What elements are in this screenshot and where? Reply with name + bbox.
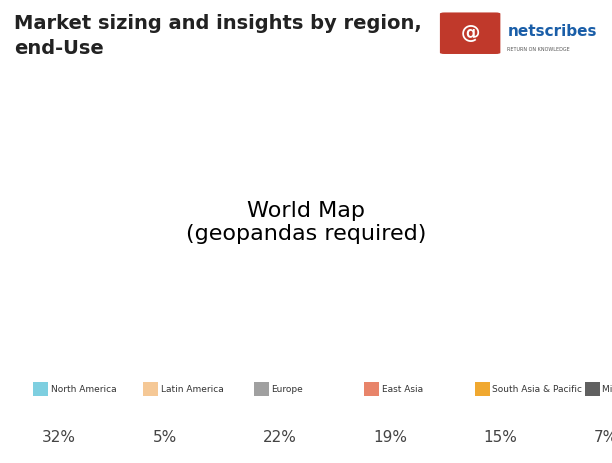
Text: @: @ [460, 24, 480, 43]
Text: North America: North America [51, 385, 116, 394]
Text: East Asia: East Asia [381, 385, 423, 394]
Text: 5%: 5% [152, 430, 177, 445]
FancyBboxPatch shape [364, 382, 379, 396]
FancyBboxPatch shape [474, 382, 490, 396]
Text: netscribes: netscribes [507, 24, 597, 39]
Text: Latin America: Latin America [161, 385, 223, 394]
Text: Middle East & Africa: Middle East & Africa [602, 385, 612, 394]
FancyBboxPatch shape [585, 382, 600, 396]
Text: 32%: 32% [42, 430, 76, 445]
FancyBboxPatch shape [440, 13, 501, 54]
Text: 7%: 7% [594, 430, 612, 445]
Text: 19%: 19% [373, 430, 407, 445]
Text: Europe: Europe [271, 385, 303, 394]
Text: RETURN ON KNOWLEDGE: RETURN ON KNOWLEDGE [507, 47, 570, 52]
FancyBboxPatch shape [33, 382, 48, 396]
FancyBboxPatch shape [254, 382, 269, 396]
Text: South Asia & Pacific: South Asia & Pacific [492, 385, 582, 394]
FancyBboxPatch shape [143, 382, 159, 396]
Text: World Map
(geopandas required): World Map (geopandas required) [186, 200, 426, 244]
Text: 22%: 22% [263, 430, 297, 445]
Text: Market sizing and insights by region,
end-Use: Market sizing and insights by region, en… [14, 13, 422, 58]
Text: 15%: 15% [483, 430, 517, 445]
